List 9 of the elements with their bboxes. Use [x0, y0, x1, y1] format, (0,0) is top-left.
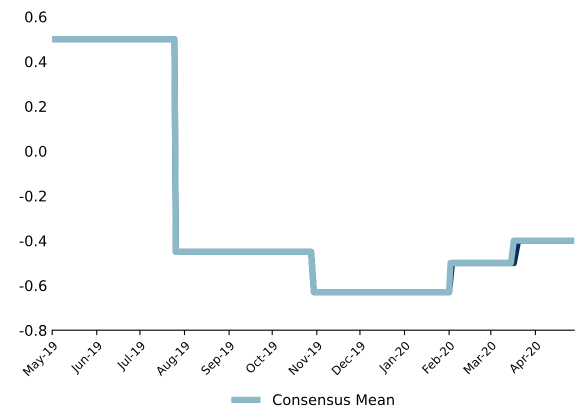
y-tick-label: -0.6 — [20, 280, 46, 292]
y-tick-label: 0.0 — [25, 146, 46, 157]
y-tick-label: -0.2 — [20, 190, 46, 202]
y-tick-label: 0.4 — [25, 56, 47, 68]
y-tick-label: 0.6 — [25, 11, 46, 22]
legend-label: Consensus Mean — [272, 394, 394, 406]
y-tick-label: 0.2 — [25, 101, 46, 112]
y-tick-label: -0.8 — [20, 324, 46, 336]
y-tick-label: -0.4 — [20, 235, 47, 246]
